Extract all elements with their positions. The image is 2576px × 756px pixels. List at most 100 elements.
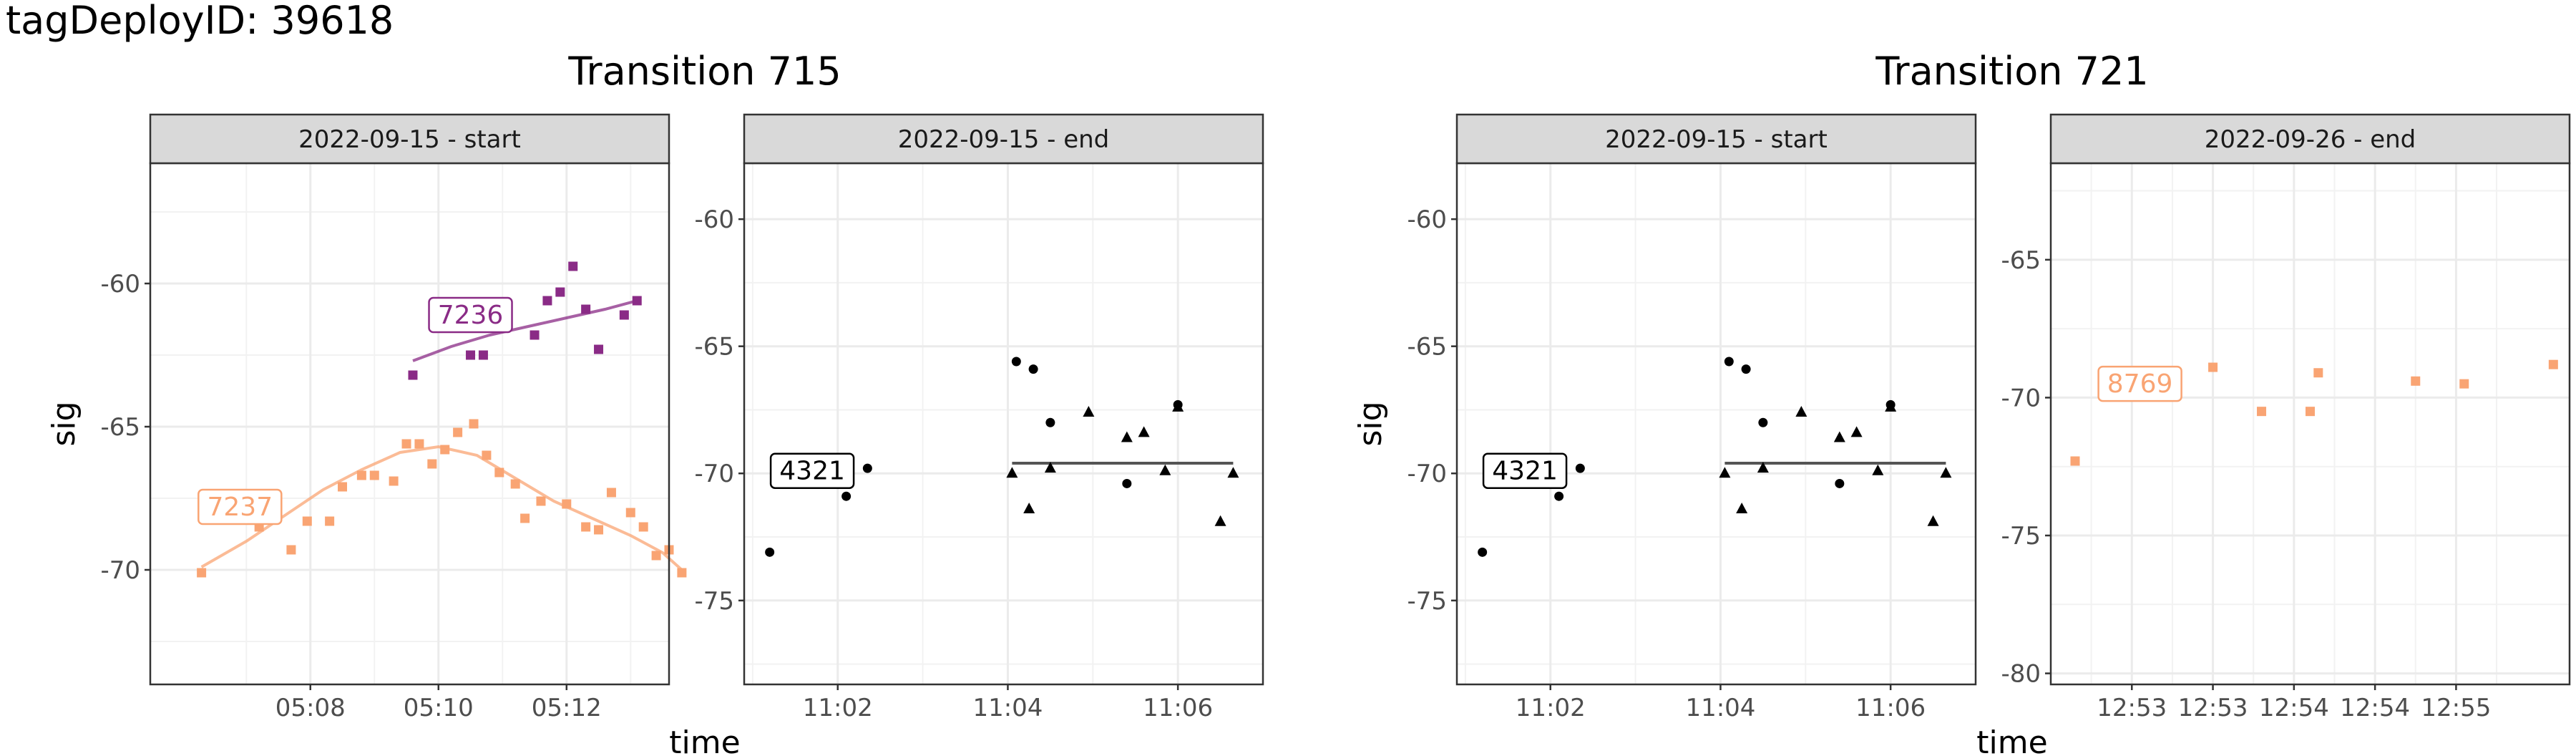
data-point <box>1044 462 1056 473</box>
data-point <box>427 459 437 469</box>
data-point <box>625 508 635 518</box>
data-point <box>568 261 578 271</box>
data-point <box>1214 515 1226 526</box>
x-tick-label: 12:54 <box>2259 694 2329 722</box>
data-point <box>1850 426 1863 437</box>
y-tick-label: -75 <box>1407 587 1447 616</box>
data-point <box>1835 478 1845 488</box>
data-point <box>1833 431 1845 442</box>
data-point <box>1028 364 1038 374</box>
data-point <box>389 476 399 486</box>
data-point <box>356 470 366 480</box>
series-label-box <box>769 452 855 489</box>
y-tick-label: -65 <box>2001 246 2041 275</box>
data-point <box>2257 407 2267 417</box>
data-point <box>2306 407 2315 417</box>
x-tick-label: 11:02 <box>803 694 873 722</box>
data-point <box>2459 379 2469 389</box>
x-tick-label: 11:04 <box>1685 694 1755 722</box>
data-point <box>765 547 775 557</box>
data-point <box>1045 417 1055 427</box>
data-point <box>536 496 546 506</box>
data-point <box>1083 406 1095 417</box>
facet-strip-label: 2022-09-26 - end <box>2205 125 2416 154</box>
series-label: 4321 <box>1492 457 1558 486</box>
data-point <box>638 522 648 532</box>
data-point <box>510 479 520 489</box>
data-point <box>1885 400 1897 412</box>
y-tick-label: -75 <box>694 587 734 616</box>
data-point <box>632 296 642 306</box>
x-tick-label: 11:02 <box>1516 694 1586 722</box>
data-point <box>469 419 479 429</box>
chart-title: Transition 715 <box>567 49 841 94</box>
data-point <box>1741 364 1751 374</box>
data-point <box>606 488 616 498</box>
y-tick-label: -70 <box>694 460 734 488</box>
data-point <box>1757 462 1769 473</box>
data-point <box>619 310 629 320</box>
x-tick-label: 11:04 <box>972 694 1043 722</box>
y-tick-label: -70 <box>1407 460 1447 488</box>
series-label: 4321 <box>779 457 845 486</box>
facet-strip-label: 2022-09-15 - start <box>1605 125 1828 154</box>
facet-strip <box>149 113 670 165</box>
data-point <box>414 439 424 449</box>
data-point <box>841 491 852 501</box>
smooth-line <box>200 445 683 571</box>
data-point <box>478 350 488 360</box>
smooth-line <box>412 299 638 362</box>
plot-background <box>2051 163 2570 684</box>
y-tick-label: -70 <box>2001 384 2041 412</box>
data-point <box>1940 467 1952 478</box>
series-label: 7237 <box>207 493 273 522</box>
series-label-box <box>428 296 513 334</box>
data-point <box>1227 467 1239 478</box>
data-point <box>542 296 552 306</box>
facet-panel: 4321 2022-09-15 - start -60 -65 -70 -75 11:02 1… <box>1407 113 1977 722</box>
series-label-box <box>2097 365 2182 402</box>
series-label-box <box>1482 452 1568 489</box>
facet-strip <box>2049 113 2571 165</box>
data-point <box>594 525 604 535</box>
data-point <box>2411 376 2421 386</box>
data-point <box>594 344 604 354</box>
y-tick-label: -80 <box>2001 660 2041 689</box>
data-point <box>1872 464 1884 475</box>
data-point <box>197 568 207 578</box>
data-point <box>2208 362 2218 372</box>
data-point <box>1478 547 1488 557</box>
data-point <box>494 467 504 478</box>
data-point <box>1122 478 1132 488</box>
data-point <box>369 470 379 480</box>
x-axis-label: time <box>669 724 740 756</box>
data-point <box>1575 463 1585 473</box>
x-tick-label: 12:53 <box>2097 694 2167 722</box>
x-tick-label: 12:53 <box>2178 694 2248 722</box>
y-tick-label: -60 <box>694 205 734 234</box>
page-title: tagDeployID: 39618 <box>6 0 394 43</box>
x-tick-label: 05:08 <box>275 694 346 722</box>
data-point <box>302 516 312 526</box>
series-label: 7236 <box>438 301 504 330</box>
facet-strip <box>1455 113 1977 165</box>
y-axis-label: sig <box>46 401 82 446</box>
series-label-box <box>197 488 283 525</box>
data-point <box>286 545 296 555</box>
data-point <box>338 482 348 492</box>
facet-panel: 4321 2022-09-15 - end -60 -65 -70 -75 11:02 11:… <box>694 113 1264 722</box>
data-point <box>1736 502 1748 513</box>
x-tick-label: 11:06 <box>1143 694 1213 722</box>
x-tick-label: 12:54 <box>2340 694 2410 722</box>
data-point <box>581 522 591 532</box>
data-point <box>1554 491 1564 501</box>
y-tick-label: -65 <box>694 333 734 362</box>
x-axis-label: time <box>1976 724 2047 756</box>
data-point <box>1159 464 1171 475</box>
data-point <box>555 287 565 297</box>
data-point <box>1172 400 1184 412</box>
x-tick-label: 05:12 <box>532 694 602 722</box>
y-tick-label: -75 <box>2001 522 2041 551</box>
data-point <box>2548 359 2558 369</box>
data-point <box>325 516 335 526</box>
